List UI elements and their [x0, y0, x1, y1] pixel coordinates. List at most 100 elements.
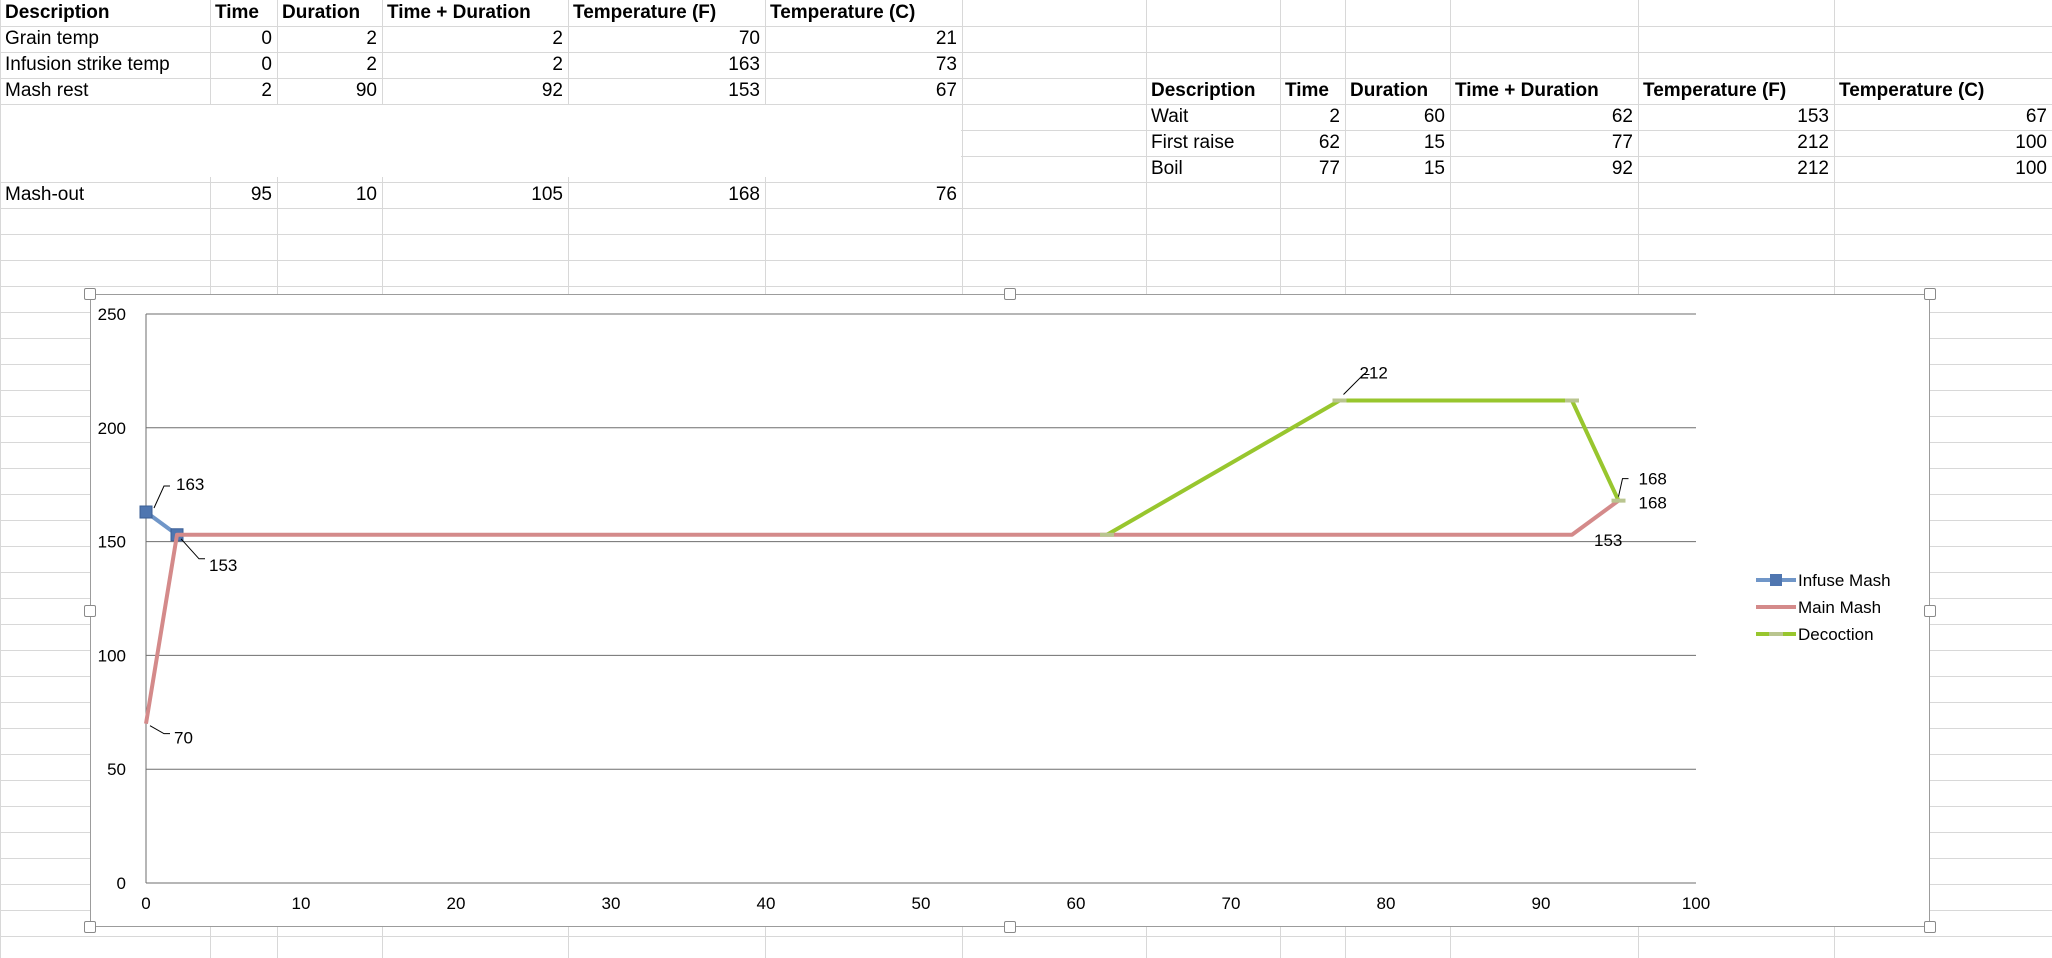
column-header[interactable]: Temperature (F)	[573, 2, 717, 23]
x-tick-label: 90	[1532, 894, 1551, 913]
table-cell[interactable]: Mash rest	[5, 80, 89, 101]
table-cell[interactable]: 21	[935, 28, 957, 49]
x-tick-label: 80	[1377, 894, 1396, 913]
table-cell[interactable]: 67	[935, 80, 957, 101]
table-cell[interactable]: 0	[261, 54, 272, 75]
data-label: 163	[176, 475, 204, 494]
resize-handle[interactable]	[1924, 288, 1936, 300]
table-cell[interactable]: 95	[250, 184, 272, 205]
legend-label: Decoction	[1798, 625, 1874, 644]
table-cell[interactable]: 0	[261, 28, 272, 49]
table-cell[interactable]: Infusion strike temp	[5, 54, 170, 75]
table-cell[interactable]: 62	[1611, 106, 1633, 127]
table-cell[interactable]: 153	[1797, 106, 1829, 127]
table-cell[interactable]: 2	[552, 28, 563, 49]
line-chart: 0 50 100 150 200 250 0 10 20 30 40 50 60 70 80 90 100 163…	[98, 305, 1891, 913]
y-tick-label: 50	[107, 760, 126, 779]
x-tick-label: 20	[447, 894, 466, 913]
table-cell[interactable]: 212	[1797, 132, 1829, 153]
x-tick-label: 0	[141, 894, 150, 913]
resize-handle[interactable]	[84, 288, 96, 300]
table-cell[interactable]: 105	[531, 184, 563, 205]
series-line-decoction[interactable]	[1105, 398, 1621, 537]
y-tick-label: 200	[98, 419, 126, 438]
table-cell[interactable]: 67	[2025, 106, 2047, 127]
table-cell[interactable]: Mash-out	[5, 184, 85, 205]
leader-line	[180, 538, 205, 560]
resize-handle[interactable]	[84, 921, 96, 933]
legend-item-decoction[interactable]: Decoction	[1756, 625, 1874, 644]
x-tick-label: 40	[757, 894, 776, 913]
table-cell[interactable]: 212	[1797, 158, 1829, 179]
table-cell[interactable]: Grain temp	[5, 28, 99, 49]
y-tick-label: 250	[98, 305, 126, 324]
leader-line	[149, 725, 170, 735]
table-cell[interactable]: 92	[541, 80, 563, 101]
table-cell[interactable]: Boil	[1151, 158, 1183, 179]
table-cell[interactable]: 10	[355, 184, 377, 205]
table-cell[interactable]: 100	[2015, 158, 2047, 179]
x-tick-label: 50	[912, 894, 931, 913]
leader-line	[1618, 478, 1629, 497]
column-header[interactable]: Description	[1151, 80, 1256, 101]
table-cell[interactable]: 2	[1329, 106, 1340, 127]
chart-area[interactable]: 0 50 100 150 200 250 0 10 20 30 40 50 60 70 80 90 100 163…	[90, 294, 1930, 927]
column-header[interactable]: Temperature (F)	[1643, 80, 1787, 101]
legend-marker	[1770, 574, 1782, 586]
leader-line	[153, 485, 170, 509]
y-tick-label: 0	[117, 874, 126, 893]
table-cell[interactable]: 90	[355, 80, 377, 101]
table-cell[interactable]: 2	[366, 54, 377, 75]
table-cell[interactable]: 60	[1423, 106, 1445, 127]
resize-handle[interactable]	[1004, 288, 1016, 300]
table-cell[interactable]: Wait	[1151, 106, 1189, 127]
data-label: 212	[1360, 363, 1388, 382]
table-cell[interactable]: 92	[1611, 158, 1633, 179]
table-cell[interactable]: 168	[728, 184, 760, 205]
legend-label: Infuse Mash	[1798, 571, 1891, 590]
table-cell[interactable]: First raise	[1151, 132, 1235, 153]
table-cell[interactable]: 2	[552, 54, 563, 75]
table-cell[interactable]: 100	[2015, 132, 2047, 153]
x-tick-label: 100	[1682, 894, 1710, 913]
legend-label: Main Mash	[1798, 598, 1881, 617]
table-cell[interactable]: 77	[1318, 158, 1340, 179]
x-tick-label: 70	[1222, 894, 1241, 913]
column-header[interactable]: Time + Duration	[387, 2, 531, 23]
table-cell[interactable]: 153	[728, 80, 760, 101]
x-tick-label: 30	[602, 894, 621, 913]
column-header[interactable]: Duration	[1350, 80, 1429, 101]
column-header[interactable]: Time	[215, 2, 260, 23]
resize-handle[interactable]	[1924, 921, 1936, 933]
column-header[interactable]: Temperature (C)	[1839, 80, 1985, 101]
table-cell[interactable]: 15	[1423, 158, 1445, 179]
table-cell[interactable]: 70	[738, 28, 760, 49]
data-point[interactable]	[139, 505, 153, 519]
data-label: 168	[1639, 494, 1667, 513]
legend-item-infuse-mash[interactable]: Infuse Mash	[1756, 571, 1891, 590]
table-cell[interactable]: 73	[935, 54, 957, 75]
resize-handle[interactable]	[1924, 604, 1936, 617]
column-header[interactable]: Temperature (C)	[770, 2, 916, 23]
x-tick-label: 10	[292, 894, 311, 913]
table-cell[interactable]: 163	[728, 54, 760, 75]
resize-handle[interactable]	[84, 604, 96, 617]
merged-cell	[1, 105, 961, 177]
column-header[interactable]: Duration	[282, 2, 361, 23]
table-cell[interactable]: 76	[935, 184, 957, 205]
table-cell[interactable]: 62	[1318, 132, 1340, 153]
data-label: 153	[1594, 531, 1622, 550]
column-header[interactable]: Time + Duration	[1455, 80, 1599, 101]
y-tick-label: 100	[98, 646, 126, 665]
series-line-main-mash[interactable]	[144, 499, 1620, 725]
resize-handle[interactable]	[1004, 921, 1016, 933]
table-cell[interactable]: 15	[1423, 132, 1445, 153]
table-cell[interactable]: 2	[261, 80, 272, 101]
table-cell[interactable]: 2	[366, 28, 377, 49]
table-cell[interactable]: 77	[1611, 132, 1633, 153]
y-tick-label: 150	[98, 533, 126, 552]
column-header[interactable]: Description	[5, 2, 110, 23]
legend-item-main-mash[interactable]: Main Mash	[1756, 598, 1881, 617]
x-tick-label: 60	[1067, 894, 1086, 913]
column-header[interactable]: Time	[1285, 80, 1330, 101]
